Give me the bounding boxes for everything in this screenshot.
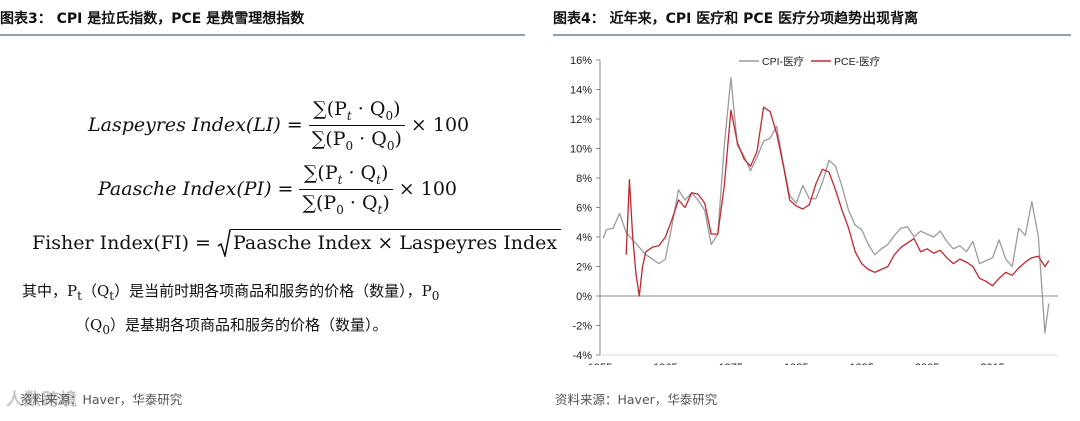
legend-label-cpi: CPI-医疗 xyxy=(762,55,804,68)
x-tick-label: 1975 xyxy=(719,362,743,365)
source-note-left: 资料来源：Haver，华泰研究 xyxy=(20,392,183,407)
formula-note-line1: 其中，Pt（Qt）是当前时期各项商品和服务的价格（数量），P0 xyxy=(22,282,440,303)
paasche-rhs: × 100 xyxy=(398,178,458,201)
paasche-denominator: ∑(P0 · Qt) xyxy=(299,188,393,217)
laspeyres-fraction: ∑(Pt · Q0) ∑(P0 · Q0) xyxy=(308,98,405,153)
paasche-numerator: ∑(Pt · Qt) xyxy=(303,162,389,187)
y-tick-label: 6% xyxy=(576,203,592,215)
y-tick-label: 2% xyxy=(576,262,592,274)
y-tick-label: 14% xyxy=(570,85,592,97)
y-tick-label: 16% xyxy=(570,55,592,67)
x-tick-label: 1995 xyxy=(849,362,873,365)
paasche-fraction: ∑(Pt · Qt) ∑(P0 · Qt) xyxy=(299,162,393,217)
fisher-lhs: Fisher Index(FI) = xyxy=(32,232,211,254)
radical-sign-icon xyxy=(217,229,231,257)
paasche-formula: Paasche Index(PI) = ∑(Pt · Qt) ∑(P0 · Qt… xyxy=(98,162,457,217)
formula-note-line2: （Q0）是基期各项商品和服务的价格（数量）。 xyxy=(75,316,388,337)
y-tick-label: 12% xyxy=(570,114,592,126)
y-tick-label: 0% xyxy=(576,291,592,303)
fisher-sqrt: Paasche Index × Laspeyres Index xyxy=(217,229,562,257)
title-rule xyxy=(0,34,525,36)
right-panel: 图表4： 近年来，CPI 医疗和 PCE 医疗分项趋势出现背离 16% 14% 12… xyxy=(553,0,1080,421)
y-axis: 16% 14% 12% 10% 8% 6% 4% 2% 0% -2% -4% xyxy=(570,55,601,362)
legend: CPI-医疗 PCE-医疗 xyxy=(739,55,881,68)
x-axis: 1955 1965 1975 1985 1995 2005 2015 xyxy=(588,295,1058,365)
figure-title-3: 图表3： CPI 是拉氏指数，PCE 是费雪理想指数 xyxy=(0,11,305,27)
laspeyres-numerator: ∑(Pt · Q0) xyxy=(313,98,401,123)
cpi-medical-line xyxy=(602,77,1050,334)
watermark: 人数跨境 xyxy=(6,390,78,410)
medical-inflation-line-chart: 16% 14% 12% 10% 8% 6% 4% 2% 0% -2% -4% 1955 1965 197… xyxy=(570,55,1058,365)
y-tick-label: 10% xyxy=(570,144,592,156)
laspeyres-formula: Laspeyres Index(LI) = ∑(Pt · Q0) ∑(P0 · … xyxy=(88,98,469,153)
source-note-right: 资料来源：Haver，华泰研究 xyxy=(555,392,718,407)
figure-title-4: 图表4： 近年来，CPI 医疗和 PCE 医疗分项趋势出现背离 xyxy=(553,11,919,27)
x-tick-label: 2005 xyxy=(915,362,939,365)
series-layer xyxy=(602,77,1050,334)
x-tick-label: 2015 xyxy=(980,362,1004,365)
y-tick-label: 8% xyxy=(576,173,592,185)
legend-label-pce: PCE-医疗 xyxy=(834,55,881,68)
fisher-radicand: Paasche Index × Laspeyres Index xyxy=(230,229,562,257)
x-tick-label: 1985 xyxy=(784,362,808,365)
title-rule xyxy=(553,34,1071,36)
y-tick-label: -4% xyxy=(572,350,592,362)
left-panel: 图表3： CPI 是拉氏指数，PCE 是费雪理想指数 Laspeyres Ind… xyxy=(0,0,562,421)
laspeyres-lhs: Laspeyres Index(LI) = xyxy=(88,114,303,137)
x-tick-label: 1955 xyxy=(588,362,612,365)
y-tick-label: -2% xyxy=(572,321,592,333)
x-tick-label: 1965 xyxy=(653,362,677,365)
laspeyres-denominator: ∑(P0 · Q0) xyxy=(308,124,405,153)
paasche-lhs: Paasche Index(PI) = xyxy=(98,178,294,201)
y-tick-label: 4% xyxy=(576,232,592,244)
fisher-formula: Fisher Index(FI) = Paasche Index × Laspe… xyxy=(32,229,562,257)
pce-medical-line xyxy=(625,106,1050,297)
laspeyres-rhs: × 100 xyxy=(410,114,470,137)
